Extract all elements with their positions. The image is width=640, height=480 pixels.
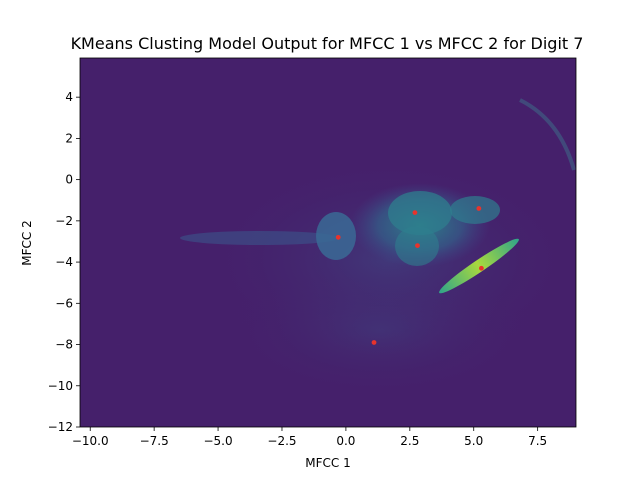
y-tick-label: 4 <box>65 90 73 104</box>
density-right-cluster <box>450 196 500 224</box>
x-tick-label: 7.5 <box>528 434 547 448</box>
y-tick-label: −10 <box>48 379 73 393</box>
cluster-center-point <box>371 340 377 345</box>
density-heatmap <box>180 98 576 400</box>
chart-title: KMeans Clusting Model Output for MFCC 1 … <box>71 34 584 53</box>
density-upper-cluster <box>388 191 452 235</box>
density-arc-tail <box>519 98 576 171</box>
cluster-center-point <box>335 234 341 240</box>
x-tick-label: 0.0 <box>336 434 355 448</box>
x-tick-label: −10.0 <box>72 434 109 448</box>
cluster-center-point <box>476 206 482 211</box>
x-tick-label: −2.5 <box>267 434 296 448</box>
cluster-centers <box>335 206 484 345</box>
density-left-tail <box>180 231 340 245</box>
x-tick-label: −7.5 <box>140 434 169 448</box>
y-axis: −12 −10 −8 −6 −4 −2 0 2 4 <box>48 90 80 434</box>
density-left-cluster <box>316 212 356 260</box>
y-tick-label: 0 <box>65 173 73 187</box>
x-tick-label: 5.0 <box>464 434 483 448</box>
y-tick-label: −8 <box>55 338 73 352</box>
cluster-center-point <box>415 243 420 248</box>
cluster-center-point <box>412 210 418 216</box>
y-tick-label: −4 <box>55 255 73 269</box>
y-tick-label: −12 <box>48 420 73 434</box>
x-tick-label: −5.0 <box>203 434 232 448</box>
x-axis: −10.0 −7.5 −5.0 −2.5 0.0 2.5 5.0 7.5 <box>72 427 547 448</box>
density-diagonal-cluster <box>439 238 519 294</box>
density-lower-cloud <box>220 260 540 400</box>
cluster-center-point <box>479 265 484 271</box>
x-tick-label: 2.5 <box>400 434 419 448</box>
y-tick-label: −2 <box>55 214 73 228</box>
y-tick-label: −6 <box>55 296 73 310</box>
y-axis-label: MFCC 2 <box>20 220 34 265</box>
x-axis-label: MFCC 1 <box>305 456 350 470</box>
plot-frame <box>79 57 577 428</box>
y-tick-label: 2 <box>65 131 73 145</box>
